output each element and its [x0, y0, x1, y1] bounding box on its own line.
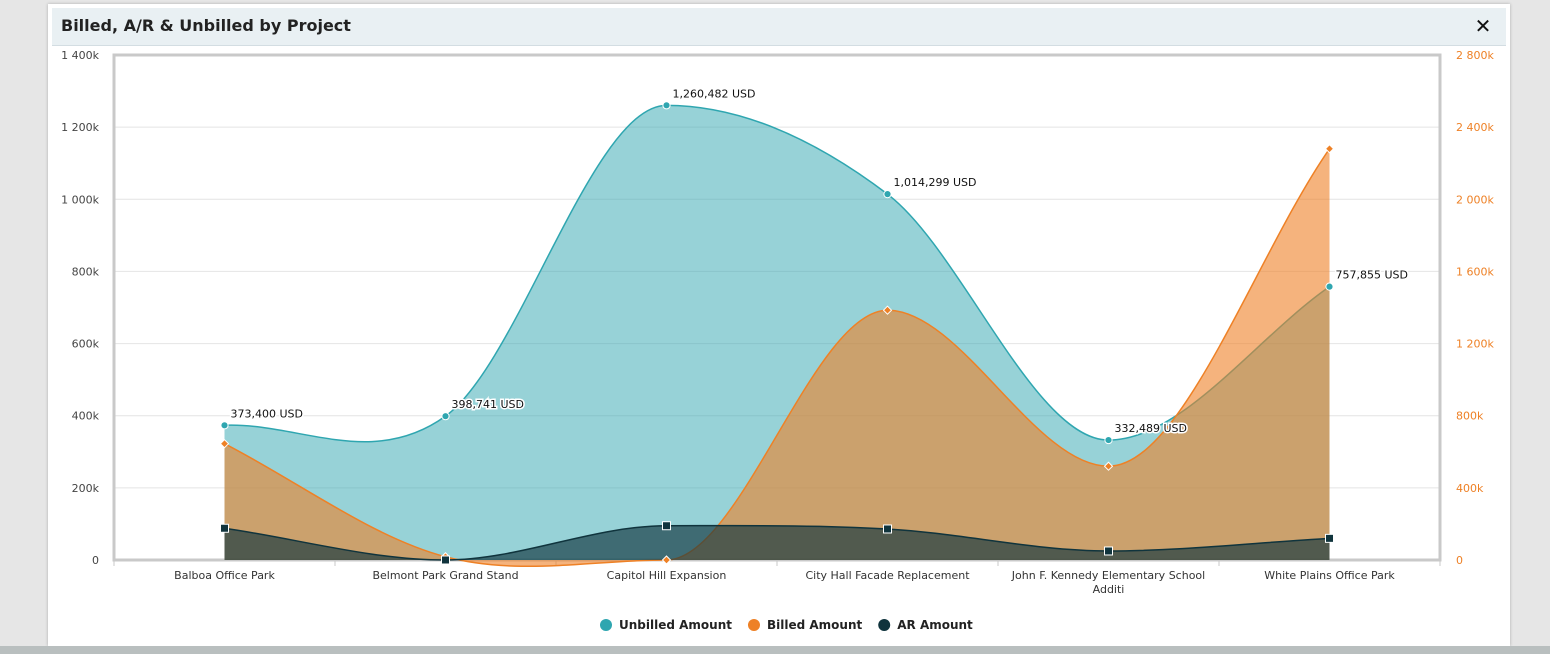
series-area [224, 148, 1330, 567]
billed-point [1103, 461, 1114, 471]
legend-label: Unbilled Amount [619, 618, 732, 632]
y-left-tick-label: 400k [72, 410, 100, 423]
y-left-tick-label: 200k [72, 482, 100, 495]
ar-point [1104, 546, 1113, 556]
billed-point [882, 305, 893, 315]
y-left-tick-label: 1 000k [61, 193, 99, 206]
series-area [224, 525, 1330, 560]
legend-marker [600, 619, 612, 631]
x-tick-label: City Hall Facade Replacement [805, 569, 970, 582]
ar-point [883, 524, 892, 534]
dialog-title: Billed, A/R & Unbilled by Project [61, 16, 351, 35]
y-left-tick-label: 0 [92, 554, 99, 567]
ar-point [220, 523, 229, 533]
legend-marker [878, 619, 891, 631]
data-label: 332,489 USD [1115, 422, 1188, 435]
billed-point [1324, 144, 1335, 154]
legend-marker [747, 619, 760, 631]
y-right-tick-label: 400k [1456, 482, 1484, 495]
y-left-tick-label: 1 200k [61, 121, 99, 134]
y-right-tick-label: 2 400k [1456, 121, 1494, 134]
unbilled-point [1104, 435, 1113, 445]
x-tick-label: Belmont Park Grand Stand [372, 569, 518, 582]
y-right-tick-label: 2 800k [1456, 49, 1494, 62]
dialog-header: Billed, A/R & Unbilled by Project ✕ [52, 8, 1506, 46]
data-label: 398,741 USD [452, 398, 525, 411]
ar-point [662, 521, 671, 531]
y-right-tick-label: 0 [1456, 554, 1463, 567]
y-left-tick-label: 600k [72, 338, 100, 351]
data-label: 1,260,482 USD [673, 87, 756, 100]
billed-point [661, 555, 672, 565]
y-left-tick-label: 800k [72, 265, 100, 278]
ar-point [1325, 533, 1334, 543]
data-label: 757,855 USD [1336, 269, 1409, 282]
x-tick-label: White Plains Office Park [1264, 569, 1395, 582]
unbilled-point [441, 412, 450, 421]
x-tick-label: John F. Kennedy Elementary School [1011, 569, 1205, 582]
legend-label: Billed Amount [767, 618, 863, 632]
data-label: 373,400 USD [231, 407, 304, 420]
y-right-tick-label: 800k [1456, 410, 1484, 423]
close-icon[interactable]: ✕ [1474, 14, 1492, 38]
y-right-tick-label: 2 000k [1456, 193, 1494, 206]
unbilled-point [662, 101, 671, 110]
x-tick-label: Balboa Office Park [174, 569, 275, 582]
x-tick-label: Additi [1093, 583, 1125, 596]
billed-point [219, 438, 230, 449]
unbilled-point [883, 190, 892, 199]
ar-point [441, 555, 450, 565]
legend-label: AR Amount [897, 618, 973, 632]
y-left-tick-label: 1 400k [61, 49, 99, 62]
unbilled-point [220, 421, 229, 430]
unbilled-point [1325, 282, 1334, 291]
y-right-tick-label: 1 600k [1456, 265, 1494, 278]
data-label: 1,014,299 USD [894, 176, 977, 189]
window-bottom-bar [0, 646, 1550, 654]
series-line [224, 524, 1330, 561]
x-tick-label: Capitol Hill Expansion [607, 569, 727, 582]
y-right-tick-label: 1 200k [1456, 338, 1494, 351]
